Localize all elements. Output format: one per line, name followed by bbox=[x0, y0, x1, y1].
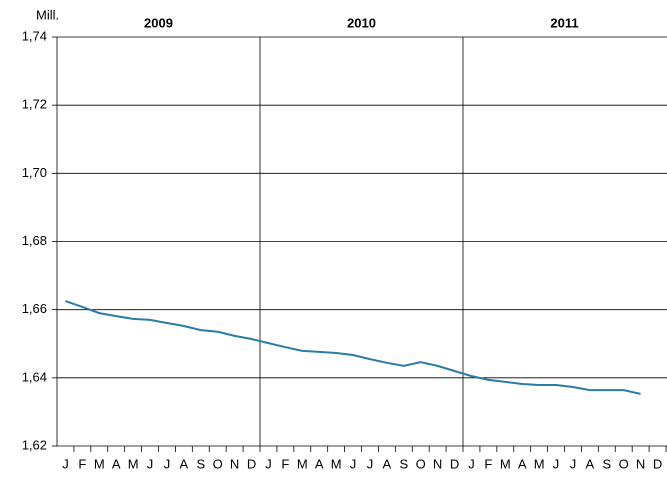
y-tick-label: 1,66 bbox=[22, 301, 47, 316]
x-tick-label: D bbox=[653, 456, 662, 471]
x-tick-label: F bbox=[484, 456, 492, 471]
year-label: 2011 bbox=[550, 15, 578, 30]
x-tick-label: M bbox=[534, 456, 545, 471]
x-tick-label: F bbox=[281, 456, 289, 471]
x-tick-label: J bbox=[570, 456, 577, 471]
x-tick-label: M bbox=[331, 456, 342, 471]
x-tick-label: J bbox=[164, 456, 171, 471]
x-tick-label: S bbox=[602, 456, 611, 471]
x-tick-label: J bbox=[367, 456, 374, 471]
x-tick-label: J bbox=[468, 456, 475, 471]
x-tick-label: O bbox=[213, 456, 223, 471]
year-label: 2009 bbox=[144, 15, 173, 30]
x-tick-label: S bbox=[196, 456, 205, 471]
y-tick-label: 1,74 bbox=[22, 28, 47, 43]
x-tick-label: A bbox=[112, 456, 121, 471]
x-tick-label: M bbox=[94, 456, 105, 471]
x-tick-label: J bbox=[553, 456, 560, 471]
x-tick-label: O bbox=[619, 456, 629, 471]
x-tick-label: M bbox=[128, 456, 139, 471]
x-tick-label: S bbox=[399, 456, 408, 471]
x-tick-label: A bbox=[315, 456, 324, 471]
x-tick-label: J bbox=[265, 456, 272, 471]
x-tick-label: N bbox=[230, 456, 239, 471]
x-tick-label: A bbox=[586, 456, 595, 471]
y-tick-label: 1,62 bbox=[22, 437, 47, 452]
x-tick-label: J bbox=[147, 456, 154, 471]
x-tick-label: D bbox=[247, 456, 256, 471]
x-tick-label: N bbox=[433, 456, 442, 471]
y-tick-label: 1,68 bbox=[22, 233, 47, 248]
x-tick-label: A bbox=[518, 456, 527, 471]
data-line bbox=[65, 300, 641, 395]
y-tick-label: 1,64 bbox=[22, 369, 47, 384]
x-tick-label: M bbox=[500, 456, 511, 471]
y-tick-label: 1,70 bbox=[22, 165, 47, 180]
x-tick-label: O bbox=[416, 456, 426, 471]
x-tick-label: D bbox=[450, 456, 459, 471]
x-tick-label: N bbox=[636, 456, 645, 471]
year-label: 2010 bbox=[347, 15, 376, 30]
unit-label: Mill. bbox=[36, 7, 59, 22]
x-tick-label: J bbox=[350, 456, 357, 471]
x-tick-label: M bbox=[297, 456, 308, 471]
y-tick-label: 1,72 bbox=[22, 97, 47, 112]
x-tick-label: A bbox=[383, 456, 392, 471]
x-tick-label: F bbox=[78, 456, 86, 471]
x-tick-label: A bbox=[180, 456, 189, 471]
x-tick-label: J bbox=[62, 456, 69, 471]
